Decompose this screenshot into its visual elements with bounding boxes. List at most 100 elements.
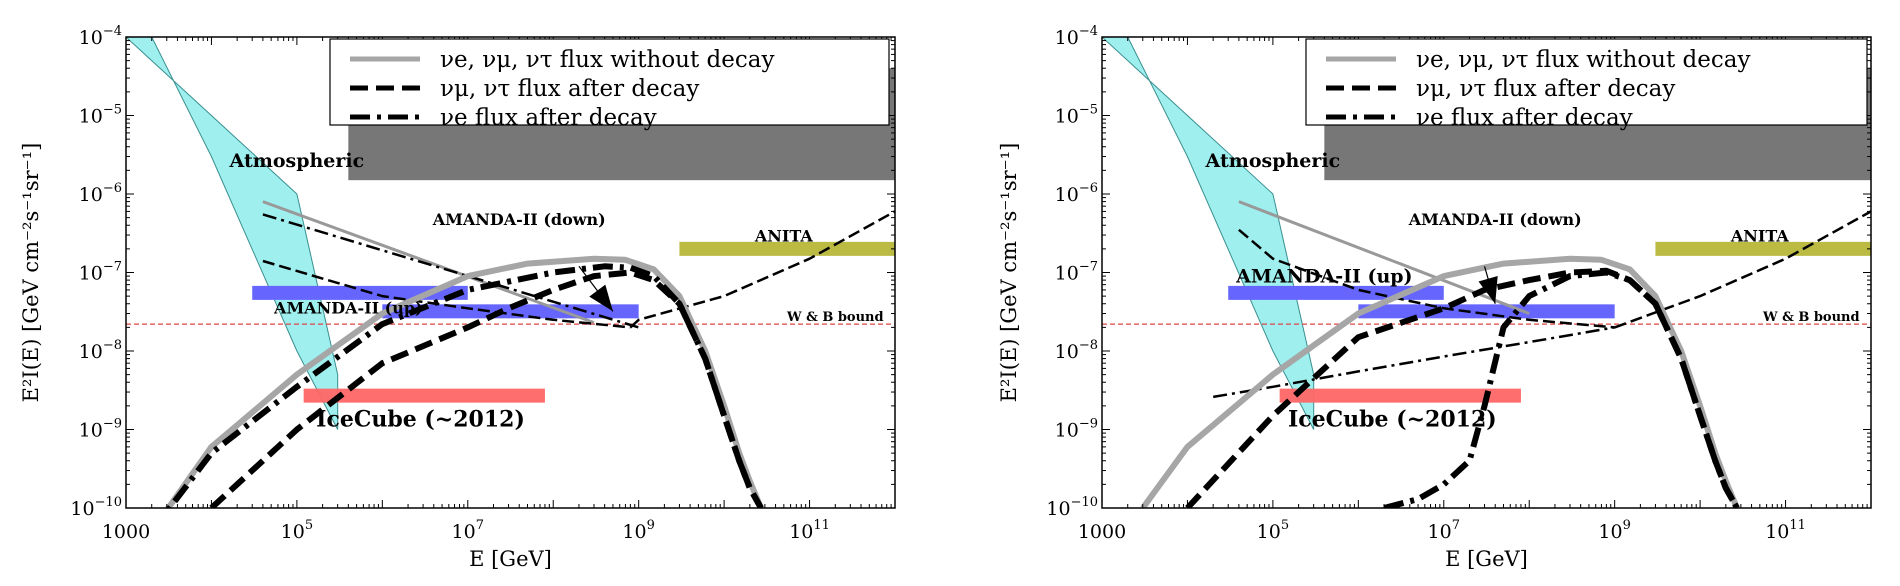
x-tick-exponent: 5 xyxy=(305,518,313,533)
legend-label: νμ, ντ flux after decay xyxy=(440,76,699,102)
legend-label: νμ, ντ flux after decay xyxy=(1416,76,1675,102)
y-axis-label: E²I(E) [GeV cm⁻²s⁻¹sr⁻¹] xyxy=(997,143,1021,403)
y-tick-base: 10 xyxy=(79,341,103,363)
legend-label: νe flux after decay xyxy=(440,105,657,131)
amanda-ii-up-bar xyxy=(252,285,468,300)
annotation-amanda-ii-up: AMANDA-II (up) xyxy=(1235,265,1412,287)
x-tick-exponent: 9 xyxy=(1623,518,1631,533)
y-tick-label: 10−10 xyxy=(70,495,122,520)
legend-label: νe flux after decay xyxy=(1416,105,1633,131)
y-tick-exponent: −7 xyxy=(103,260,122,275)
legend-box xyxy=(329,38,890,126)
series-e-flux-after-decay xyxy=(1383,269,1740,508)
x-tick-base: 10 xyxy=(1765,521,1789,543)
arrow-head xyxy=(589,284,613,312)
x-tick-base: 10 xyxy=(452,521,476,543)
x-tick-base: 1000 xyxy=(102,521,150,543)
x-tick-label: 1011 xyxy=(789,518,830,543)
y-tick-base: 10 xyxy=(79,184,103,206)
icecube-2012-bar xyxy=(303,388,545,403)
x-tick-exponent: 11 xyxy=(1789,518,1806,533)
y-tick-exponent: −6 xyxy=(1079,181,1098,196)
y-tick-exponent: −8 xyxy=(1079,338,1098,353)
x-tick-base: 10 xyxy=(622,521,646,543)
x-tick-exponent: 7 xyxy=(476,518,484,533)
y-tick-label: 10−4 xyxy=(1055,24,1098,49)
series-limit-upper-dashed xyxy=(1238,228,1615,329)
y-tick-base: 10 xyxy=(79,27,103,49)
y-tick-label: 10−6 xyxy=(1055,181,1098,206)
x-tick-label: 105 xyxy=(1257,518,1289,543)
x-tick-exponent: 5 xyxy=(1281,518,1289,533)
y-tick-label: 10−6 xyxy=(79,181,122,206)
annotation-w-b-bound: W & B bound xyxy=(1762,310,1860,325)
y-tick-base: 10 xyxy=(79,263,103,285)
y-tick-base: 10 xyxy=(1055,341,1079,363)
x-axis-label: E [GeV] xyxy=(469,547,552,571)
x-tick-label: 1000 xyxy=(1078,521,1126,543)
anita-bar xyxy=(679,241,895,256)
atmospheric-band xyxy=(126,37,339,430)
y-tick-exponent: −10 xyxy=(95,495,122,510)
y-tick-base: 10 xyxy=(1055,184,1079,206)
chart-panel-left: Atmospheric AMANDA-II (down) AMANDA-II (up… xyxy=(19,24,896,571)
y-tick-label: 10−7 xyxy=(1055,260,1098,285)
annotation-w-b-bound: W & B bound xyxy=(786,310,884,325)
y-tick-label: 10−9 xyxy=(79,417,122,442)
y-tick-exponent: −5 xyxy=(103,103,122,118)
y-tick-base: 10 xyxy=(79,420,103,442)
legend: νe, νμ, ντ flux without decay νμ, ντ flux… xyxy=(1305,38,1868,131)
series-upper-bound-continuation xyxy=(629,210,895,329)
y-axis-label: E²I(E) [GeV cm⁻²s⁻¹sr⁻¹] xyxy=(19,143,43,403)
icecube-2012-bar xyxy=(1279,388,1521,403)
legend-label: νe, νμ, ντ flux without decay xyxy=(440,47,774,73)
y-tick-base: 10 xyxy=(1055,263,1079,285)
x-tick-label: 107 xyxy=(1428,518,1460,543)
anita-bar xyxy=(1655,241,1871,256)
x-tick-base: 10 xyxy=(1428,521,1452,543)
y-tick-exponent: −9 xyxy=(103,417,122,432)
x-tick-label: 107 xyxy=(452,518,484,543)
y-tick-label: 10−8 xyxy=(79,338,122,363)
annotation-amanda-ii-down: AMANDA-II (down) xyxy=(432,210,606,229)
y-tick-exponent: −8 xyxy=(103,338,122,353)
x-tick-label: 1000 xyxy=(102,521,150,543)
annotation-icecube-2012: IceCube (~2012) xyxy=(316,406,525,432)
arrow-head xyxy=(1478,276,1498,304)
y-tick-exponent: −5 xyxy=(1079,103,1098,118)
x-tick-base: 10 xyxy=(1598,521,1622,543)
y-tick-label: 10−5 xyxy=(1055,103,1098,128)
y-tick-base: 10 xyxy=(1055,27,1079,49)
y-tick-base: 10 xyxy=(1046,498,1070,520)
y-tick-label: 10−7 xyxy=(79,260,122,285)
x-tick-label: 1011 xyxy=(1765,518,1806,543)
annotation-icecube-2012: IceCube (~2012) xyxy=(1288,406,1497,432)
y-tick-exponent: −7 xyxy=(1079,260,1098,275)
series-e-flux-after-decay xyxy=(165,263,764,508)
x-tick-exponent: 9 xyxy=(647,518,655,533)
series-amanda-ii-down-limit xyxy=(262,200,595,325)
y-tick-base: 10 xyxy=(79,106,103,128)
y-tick-exponent: −10 xyxy=(1071,495,1098,510)
y-tick-base: 10 xyxy=(1055,420,1079,442)
x-tick-base: 10 xyxy=(1257,521,1281,543)
legend: νe, νμ, ντ flux without decay νμ, ντ flux… xyxy=(329,38,890,131)
y-tick-exponent: −6 xyxy=(103,181,122,196)
x-tick-exponent: 11 xyxy=(813,518,830,533)
annotation-anita: ANITA xyxy=(754,226,814,245)
y-tick-exponent: −4 xyxy=(1079,24,1098,39)
x-axis-label: E [GeV] xyxy=(1445,547,1528,571)
x-tick-base: 10 xyxy=(281,521,305,543)
y-tick-label: 10−8 xyxy=(1055,338,1098,363)
x-tick-exponent: 7 xyxy=(1452,518,1460,533)
series-e-limit-upper-dashdot xyxy=(262,213,640,329)
amanda-ii-up-bar xyxy=(1228,285,1444,300)
annotation-amanda-ii-up: AMANDA-II (up) xyxy=(273,299,423,318)
y-tick-base: 10 xyxy=(1055,106,1079,128)
x-tick-label: 109 xyxy=(1598,518,1630,543)
legend-label: νe, νμ, ντ flux without decay xyxy=(1416,47,1750,73)
atmospheric-band xyxy=(1102,37,1315,430)
annotation-atmospheric: Atmospheric xyxy=(1205,150,1341,172)
y-tick-label: 10−10 xyxy=(1046,495,1098,520)
y-tick-exponent: −4 xyxy=(103,24,122,39)
